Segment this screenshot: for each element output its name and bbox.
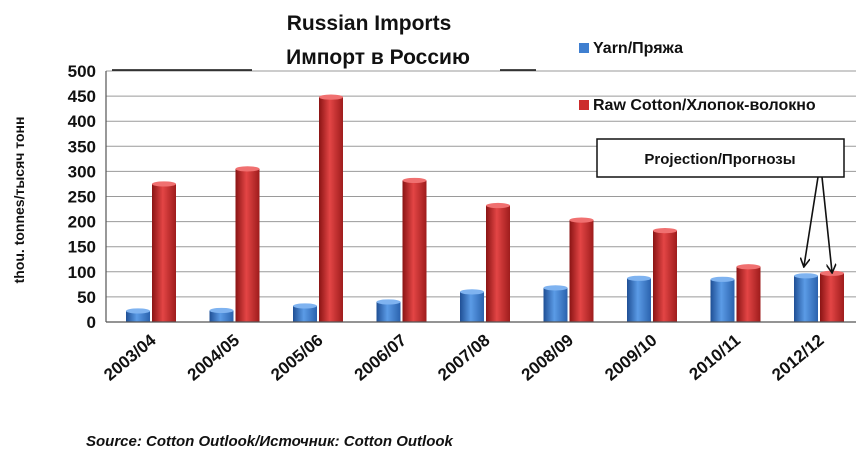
y-tick-label: 400 — [68, 112, 96, 131]
bar-yarn — [293, 305, 317, 322]
x-tick-labels: 2003/04 2004/05 2005/06 2006/07 2007/08 2008/… — [100, 330, 827, 384]
y-tick-label: 150 — [68, 238, 96, 257]
bars — [126, 94, 844, 322]
bar-yarn — [627, 278, 651, 322]
bar-yarn — [460, 291, 484, 322]
callout-arrow-yarn — [804, 176, 819, 266]
bar-top-yarn — [794, 273, 818, 279]
bar-yarn — [126, 310, 150, 322]
axes — [105, 71, 856, 323]
bar-top-raw-cotton — [569, 217, 594, 223]
bar-raw-cotton — [653, 230, 677, 322]
legend-label-yarn: Yarn/Пряжа — [593, 40, 683, 57]
bar-top-yarn — [710, 276, 735, 282]
y-tick-label: 50 — [77, 288, 96, 307]
x-tick-label: 2009/10 — [601, 331, 660, 385]
y-tick-labels: 0 50 100 150 200 250 300 350 400 450 500 — [68, 62, 96, 332]
legend: Yarn/Пряжа Raw Cotton/Хлопок-волокно — [579, 40, 816, 114]
bar-top-raw-cotton — [402, 177, 427, 184]
x-tick-label: 2004/05 — [184, 331, 243, 385]
y-tick-label: 300 — [68, 162, 96, 181]
x-tick-label: 2012/12 — [768, 331, 827, 385]
y-tick-label: 350 — [68, 137, 96, 156]
x-tick-label: 2003/04 — [100, 330, 160, 384]
bar-top-yarn — [376, 299, 401, 305]
x-tick-label: 2008/09 — [518, 331, 577, 385]
bar-top-yarn — [126, 308, 150, 314]
bar-top-yarn — [543, 285, 568, 291]
projection-callout: Projection/Прогнозы — [596, 138, 845, 272]
callout-box — [596, 138, 845, 178]
chart-title: Russian Imports — [287, 12, 452, 35]
source-note: Source: Cotton Outlook/Источник: Cotton … — [86, 433, 454, 450]
bar-top-yarn — [293, 303, 317, 309]
bar-top-raw-cotton — [653, 228, 677, 234]
x-tick-label: 2010/11 — [686, 331, 745, 384]
x-tick-label: 2006/07 — [351, 331, 410, 385]
bar-raw-cotton — [486, 205, 510, 322]
legend-label-raw-cotton: Raw Cotton/Хлопок-волокно — [593, 97, 816, 114]
x-tick-label: 2005/06 — [267, 331, 326, 385]
y-axis-label: thou. tonnes/тысяч тонн — [11, 117, 27, 284]
bar-yarn — [376, 301, 401, 322]
legend-swatch-yarn — [579, 43, 589, 53]
x-tick-label: 2007/08 — [434, 331, 493, 385]
bar-yarn — [209, 310, 234, 322]
bar-raw-cotton — [820, 273, 844, 322]
y-tick-label: 250 — [68, 188, 96, 207]
bar-raw-cotton — [152, 183, 176, 322]
legend-swatch-raw-cotton — [579, 100, 589, 110]
bar-yarn — [794, 275, 818, 322]
bar-top-raw-cotton — [486, 202, 510, 209]
callout-text: Projection/Прогнозы — [644, 151, 795, 168]
gridlines — [106, 70, 856, 298]
bar-top-raw-cotton — [152, 181, 176, 187]
bar-yarn — [710, 279, 735, 322]
bar-yarn — [543, 287, 568, 322]
chart-subtitle: Импорт в Россию — [286, 46, 470, 69]
y-tick-label: 450 — [68, 87, 96, 106]
bar-top-raw-cotton — [319, 94, 343, 100]
bar-raw-cotton — [736, 266, 761, 322]
bar-raw-cotton — [569, 220, 594, 322]
bar-top-yarn — [460, 289, 484, 295]
y-tick-label: 0 — [87, 313, 96, 332]
bar-raw-cotton — [235, 168, 260, 322]
bar-raw-cotton — [319, 97, 343, 322]
bar-top-raw-cotton — [736, 264, 761, 270]
callout-arrow-raw-cotton — [821, 176, 832, 272]
bar-top-raw-cotton — [235, 166, 260, 172]
y-tick-label: 100 — [68, 263, 96, 282]
y-tick-label: 500 — [68, 62, 96, 81]
bar-top-yarn — [209, 307, 234, 314]
y-tick-label: 200 — [68, 213, 96, 232]
bar-top-yarn — [627, 275, 651, 281]
bar-raw-cotton — [402, 180, 427, 322]
